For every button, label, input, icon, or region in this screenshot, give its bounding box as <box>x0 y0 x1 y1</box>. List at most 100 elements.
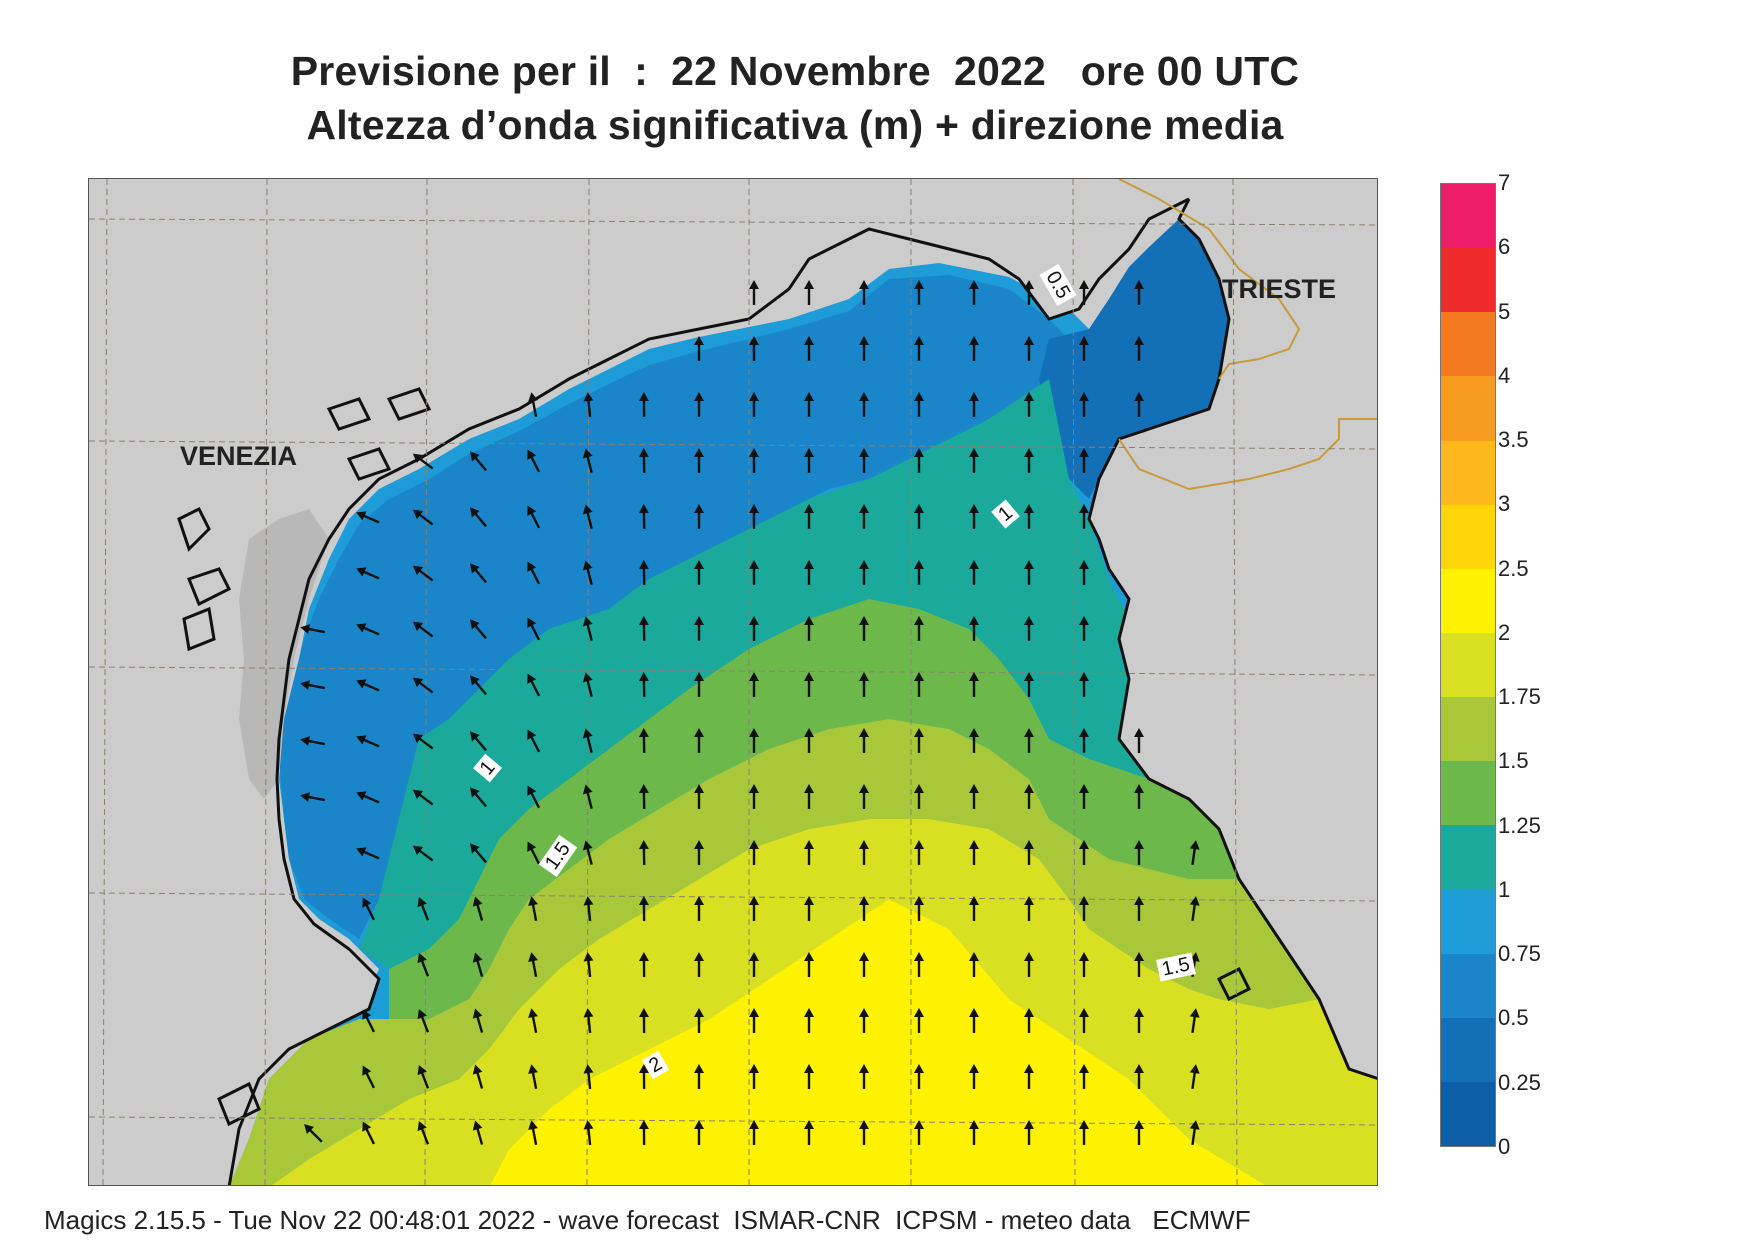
colorbar-tick-label: 1.75 <box>1498 684 1541 710</box>
wave-direction-arrow <box>749 280 759 305</box>
wave-direction-arrow <box>1079 280 1089 305</box>
band-1.25-1.5 <box>389 599 1239 1029</box>
wave-direction-arrow <box>914 784 924 809</box>
wave-direction-arrow <box>527 505 541 529</box>
wave-direction-arrow <box>1024 1008 1034 1033</box>
wave-direction-arrow <box>362 1065 375 1089</box>
colorbar-swatch <box>1441 376 1495 441</box>
wave-direction-arrow <box>859 616 869 641</box>
colorbar-swatch <box>1441 312 1495 377</box>
wave-direction-arrow <box>583 896 594 922</box>
wave-direction-arrow <box>638 1064 649 1090</box>
wave-direction-arrow <box>1079 560 1089 585</box>
band-1-1.25 <box>359 379 1149 969</box>
wave-direction-arrow <box>582 672 593 697</box>
colorbar-tick-label: 2 <box>1498 619 1511 645</box>
wave-direction-arrow <box>582 840 593 865</box>
wave-direction-arrow <box>1024 896 1034 921</box>
wave-direction-arrow <box>638 504 649 530</box>
wave-direction-arrow <box>749 728 759 753</box>
wave-direction-arrow <box>969 784 979 809</box>
wave-direction-arrow <box>969 560 979 585</box>
wave-direction-arrow <box>969 896 979 921</box>
wave-direction-arrow <box>1024 672 1034 697</box>
wave-direction-arrow <box>694 728 704 753</box>
wave-direction-arrow <box>528 896 538 922</box>
wave-direction-arrow <box>749 672 759 697</box>
wave-direction-arrow <box>914 560 924 585</box>
wave-direction-arrow <box>749 504 759 529</box>
wave-direction-arrow <box>749 392 759 417</box>
wave-direction-arrow <box>469 563 488 584</box>
wave-direction-arrow <box>1079 672 1089 697</box>
wave-direction-arrow <box>356 735 380 748</box>
wave-height-bands <box>229 219 1377 1185</box>
wave-direction-arrow <box>582 560 593 585</box>
wave-direction-arrow <box>804 728 814 753</box>
wave-direction-arrow <box>356 623 380 636</box>
wave-direction-arrow <box>694 672 704 697</box>
footer-credits: Magics 2.15.5 - Tue Nov 22 00:48:01 2022… <box>44 1205 1251 1235</box>
wave-direction-arrow <box>694 616 704 641</box>
wave-direction-arrow <box>638 728 649 754</box>
wave-direction-arrow <box>469 731 488 752</box>
wave-direction-arrow <box>914 672 924 697</box>
wave-direction-arrow <box>1079 784 1089 809</box>
wave-direction-arrow <box>914 728 924 753</box>
wave-map-canvas <box>89 179 1377 1185</box>
city-label-venezia: VENEZIA <box>180 441 298 471</box>
wave-direction-arrow <box>412 509 434 526</box>
wave-direction-arrow <box>859 448 869 473</box>
wave-direction-arrow <box>1024 840 1034 865</box>
wave-direction-arrow <box>412 733 434 750</box>
wave-direction-arrow <box>1079 728 1089 753</box>
wave-direction-arrow <box>412 845 434 862</box>
wave-direction-arrow <box>804 672 814 697</box>
wave-direction-arrow <box>362 1121 375 1145</box>
wave-direction-arrow <box>969 336 979 361</box>
wave-direction-arrow <box>694 1120 704 1145</box>
wave-direction-arrow <box>1134 952 1144 977</box>
wave-direction-arrow <box>472 1120 484 1145</box>
border-line <box>1118 179 1377 491</box>
wave-direction-arrow <box>1079 896 1089 921</box>
wave-direction-arrow <box>969 448 979 473</box>
wave-direction-arrow <box>859 280 869 305</box>
wave-direction-arrow <box>859 728 869 753</box>
wave-direction-arrow <box>412 677 434 694</box>
wave-direction-arrow <box>914 1064 924 1089</box>
wave-direction-arrow <box>749 1008 759 1033</box>
wave-direction-arrow <box>412 565 434 582</box>
wave-direction-arrow <box>412 453 434 470</box>
band-0.5-0.75 <box>279 275 1069 939</box>
colorbar-tick-label: 0.25 <box>1498 1069 1541 1095</box>
wave-direction-arrows <box>300 280 1200 1146</box>
wave-direction-arrow <box>859 336 869 361</box>
colorbar-swatch <box>1441 248 1495 313</box>
wave-direction-arrow <box>1079 504 1089 529</box>
colorbar-swatch <box>1441 697 1495 762</box>
colorbar-swatch <box>1441 184 1495 249</box>
colorbar-tick-label: 0 <box>1498 1134 1511 1159</box>
wave-direction-arrow <box>804 336 814 361</box>
wave-direction-arrow <box>1079 840 1089 865</box>
wave-direction-arrow <box>914 336 924 361</box>
wave-direction-arrow <box>749 616 759 641</box>
wave-direction-arrow <box>969 672 979 697</box>
wave-direction-arrow <box>417 1008 430 1033</box>
wave-direction-arrow <box>356 791 380 804</box>
wave-direction-arrow <box>804 784 814 809</box>
wave-direction-arrow <box>1079 1008 1089 1033</box>
wave-direction-arrow <box>859 504 869 529</box>
wave-direction-arrow <box>1024 280 1034 305</box>
wave-direction-arrow <box>1024 392 1034 417</box>
band-1.5-1.75 <box>229 719 1319 1185</box>
wave-direction-arrow <box>1024 336 1034 361</box>
wave-direction-arrow <box>528 392 538 418</box>
wave-direction-arrow <box>694 392 704 417</box>
wave-direction-arrow <box>969 952 979 977</box>
wave-direction-arrow <box>804 896 814 921</box>
wave-direction-arrow <box>969 504 979 529</box>
city-label-trieste: TRIESTE <box>1222 274 1337 304</box>
wave-direction-arrow <box>694 560 704 585</box>
